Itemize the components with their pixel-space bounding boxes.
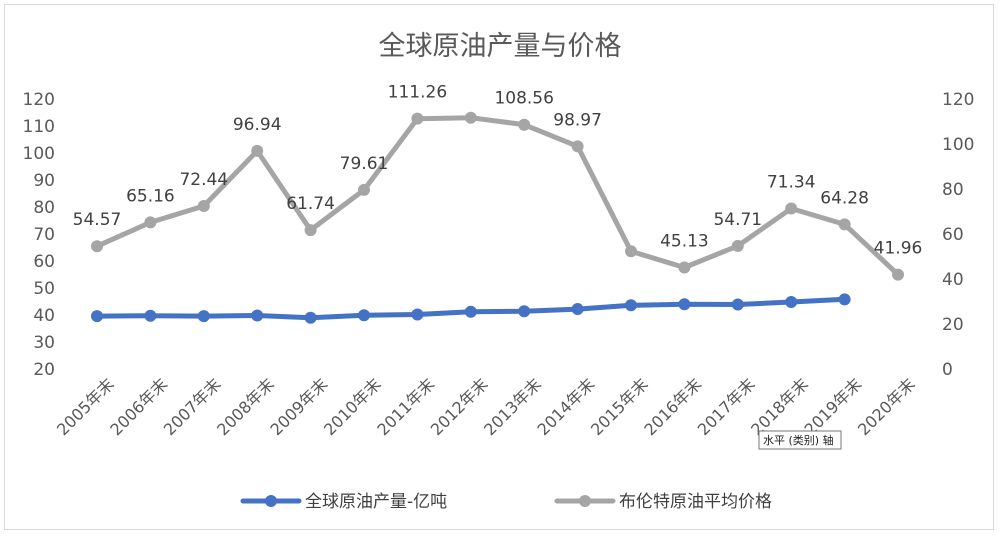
data-point <box>731 239 744 252</box>
legend-marker <box>579 495 591 507</box>
left-tick-label: 90 <box>33 171 55 191</box>
chart-area[interactable]: 全球原油产量与价格 120 110 100 90 80 70 60 50 40 30 20 120 1… <box>4 4 994 530</box>
x-tick-label: 2006年末 <box>106 374 171 439</box>
left-tick-label: 120 <box>23 90 55 110</box>
data-label: 111.26 <box>388 83 447 103</box>
data-label: 72.44 <box>179 170 228 190</box>
data-label: 98.97 <box>553 110 602 130</box>
legend[interactable]: 全球原油产量-亿吨 布伦特原油平均价格 <box>240 492 772 512</box>
data-label: 61.74 <box>286 194 335 214</box>
data-point <box>625 245 637 258</box>
right-tick-label: 80 <box>942 180 964 200</box>
legend-label: 布伦特原油平均价格 <box>619 492 772 512</box>
data-point <box>411 308 424 321</box>
data-point <box>785 296 798 309</box>
left-tick-label: 60 <box>33 252 55 272</box>
left-tick-label: 40 <box>33 306 55 326</box>
x-tick-label: 2013年末 <box>480 374 545 439</box>
data-point <box>197 200 210 213</box>
series-layer <box>91 111 904 324</box>
x-tick-label: 2020年末 <box>854 374 919 439</box>
data-point <box>785 202 798 215</box>
left-tick-label: 20 <box>33 360 55 380</box>
data-point <box>571 303 584 316</box>
legend-marker <box>265 495 277 507</box>
data-point <box>625 299 637 312</box>
data-label: 54.71 <box>713 210 762 230</box>
data-point <box>838 218 851 231</box>
data-point <box>144 216 157 229</box>
data-point <box>197 310 210 323</box>
data-label: 108.56 <box>494 89 553 109</box>
legend-label: 全球原油产量-亿吨 <box>305 492 447 512</box>
right-tick-label: 60 <box>942 225 964 245</box>
data-point <box>304 311 317 324</box>
x-tick-label: 2018年末 <box>747 374 812 439</box>
data-point <box>91 310 103 323</box>
right-tick-label: 120 <box>942 90 974 110</box>
data-label: 54.57 <box>73 210 122 230</box>
left-tick-label: 80 <box>33 198 55 218</box>
data-point <box>304 224 317 237</box>
x-tick-label: 2011年末 <box>373 374 438 439</box>
right-tick-label: 100 <box>942 135 974 155</box>
data-point <box>358 309 370 322</box>
data-label: 65.16 <box>126 186 175 206</box>
chart-title: 全球原油产量与价格 <box>379 31 622 62</box>
left-tick-label: 30 <box>33 333 55 353</box>
data-label: 64.28 <box>820 188 869 208</box>
x-tick-label: 2017年末 <box>694 374 759 439</box>
data-label: 79.61 <box>340 154 389 174</box>
data-label: 41.96 <box>874 239 923 259</box>
left-tick-label: 50 <box>33 279 55 299</box>
x-tick-label: 2005年末 <box>53 374 118 439</box>
data-point <box>518 305 531 318</box>
x-tick-label: 2009年末 <box>267 374 332 439</box>
x-tick-label: 2014年末 <box>534 374 599 439</box>
data-point <box>731 298 744 311</box>
tooltip-box <box>758 430 842 450</box>
data-point <box>251 309 264 322</box>
x-tick-label: 2008年末 <box>213 374 278 439</box>
x-tick-label: 2019年末 <box>801 374 866 439</box>
axis-tooltip: 水平 (类别) 轴 <box>758 430 842 450</box>
x-tick-label: 2010年末 <box>320 374 385 439</box>
data-point <box>91 240 103 253</box>
data-point <box>838 293 851 306</box>
data-label: 96.94 <box>233 115 282 135</box>
right-tick-label: 40 <box>942 270 964 290</box>
right-tick-label: 20 <box>942 315 964 335</box>
data-label: 45.13 <box>660 231 709 251</box>
series-line-2 <box>94 115 901 278</box>
left-tick-label: 70 <box>33 225 55 245</box>
data-point <box>411 112 424 125</box>
data-point <box>518 118 531 131</box>
x-tick-label: 2015年末 <box>587 374 652 439</box>
x-tick-label: 2016年末 <box>640 374 705 439</box>
left-tick-label: 100 <box>23 144 55 164</box>
data-point <box>358 183 370 196</box>
data-label: 71.34 <box>767 172 816 192</box>
x-tick-label: 2012年末 <box>427 374 492 439</box>
left-y-axis: 120 110 100 90 80 70 60 50 40 30 20 <box>23 90 55 380</box>
data-point <box>144 309 157 322</box>
data-point <box>464 305 477 318</box>
data-point <box>678 261 691 274</box>
x-tick-label: 2007年末 <box>160 374 225 439</box>
data-point <box>464 111 477 124</box>
data-point <box>571 140 584 153</box>
tooltip-text: 水平 (类别) 轴 <box>763 433 834 447</box>
right-tick-label: 0 <box>942 360 953 380</box>
data-point <box>892 268 904 281</box>
data-point <box>678 298 691 311</box>
right-y-axis: 120 100 80 60 40 20 0 <box>942 90 974 380</box>
data-point <box>251 144 264 157</box>
left-tick-label: 110 <box>23 117 55 137</box>
x-axis[interactable]: 2005年末2006年末2007年末2008年末2009年末2010年末2011… <box>53 374 919 439</box>
